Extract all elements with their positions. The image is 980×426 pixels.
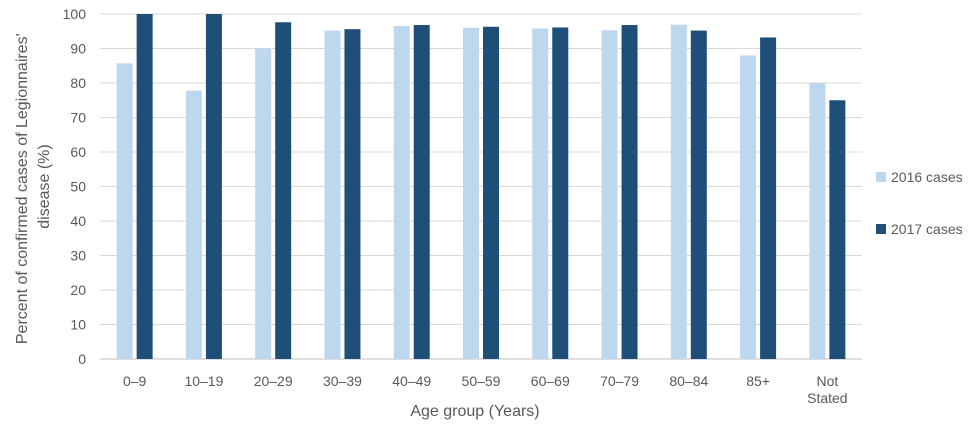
bar — [136, 14, 153, 359]
bar — [670, 24, 687, 359]
bar — [116, 63, 133, 360]
x-tick-label: 60–69 — [531, 373, 570, 389]
y-axis-ticks: 0 10 20 30 40 50 60 70 80 90 100 — [63, 6, 87, 367]
bar — [324, 30, 341, 360]
x-tick-label-line: 70–79 — [600, 373, 639, 389]
bar — [690, 30, 707, 360]
y-tick-label: 10 — [70, 317, 86, 333]
bar — [205, 14, 222, 359]
x-tick-label-line: 85+ — [746, 373, 770, 389]
x-tick-label: Not Stated — [807, 373, 847, 406]
x-tick-label: 0–9 — [123, 373, 147, 389]
y-tick-label: 70 — [70, 110, 86, 126]
bar — [809, 83, 826, 359]
x-tick-label-line: 80–84 — [669, 373, 708, 389]
x-tick-label-line: Stated — [807, 390, 847, 406]
x-tick-label: 30–39 — [323, 373, 362, 389]
bar — [275, 22, 292, 360]
bar — [621, 25, 638, 359]
x-tick-label: 80–84 — [669, 373, 708, 389]
bar — [413, 25, 430, 359]
bar — [393, 26, 410, 359]
x-axis-ticks: 0–9 10–19 20–29 30–39 40–49 50–59 60–69 70–79 80… — [123, 373, 848, 406]
y-tick-label: 60 — [70, 144, 86, 160]
bar — [601, 30, 618, 360]
x-tick-label: 50–59 — [462, 373, 501, 389]
x-tick-label: 20–29 — [254, 373, 293, 389]
y-tick-label: 0 — [78, 351, 86, 367]
bar — [532, 28, 549, 360]
bar — [185, 90, 202, 359]
y-tick-label: 40 — [70, 213, 86, 229]
gridlines — [100, 13, 862, 360]
bar — [552, 27, 569, 360]
y-tick-label: 80 — [70, 75, 86, 91]
x-axis-title: Age group (Years) — [410, 403, 539, 420]
legend-swatch — [876, 172, 886, 182]
legend-label: 2016 cases — [891, 169, 963, 185]
x-tick-label-line: Not — [816, 373, 838, 389]
legend-swatch — [876, 224, 886, 234]
bar — [483, 26, 499, 359]
bar — [740, 55, 757, 360]
bar — [463, 27, 479, 360]
bar — [829, 100, 846, 359]
y-tick-label: 20 — [70, 282, 86, 298]
x-tick-label-line: 10–19 — [184, 373, 223, 389]
bar — [344, 29, 361, 360]
y-axis-title-line-2: disease (%) — [36, 144, 53, 228]
x-tick-label: 10–19 — [184, 373, 223, 389]
legend-label: 2017 cases — [891, 221, 963, 237]
bar — [760, 37, 777, 360]
y-axis-title-line-1: Percent of confirmed cases of Legionnair… — [14, 33, 31, 344]
y-tick-label: 100 — [63, 6, 87, 22]
x-tick-label-line: 0–9 — [123, 373, 147, 389]
bar — [255, 48, 272, 359]
y-axis-title: Percent of confirmed cases of Legionnair… — [14, 29, 53, 344]
legend: 2016 cases 2017 cases — [876, 169, 963, 237]
bars — [116, 14, 846, 360]
x-tick-label: 85+ — [746, 373, 770, 389]
x-tick-label-line: 60–69 — [531, 373, 570, 389]
y-tick-label: 90 — [70, 41, 86, 57]
y-tick-label: 30 — [70, 248, 86, 264]
x-tick-label-line: 50–59 — [462, 373, 501, 389]
x-tick-label-line: 30–39 — [323, 373, 362, 389]
x-tick-label-line: 40–49 — [392, 373, 431, 389]
x-tick-label: 70–79 — [600, 373, 639, 389]
x-tick-label: 40–49 — [392, 373, 431, 389]
x-tick-label-line: 20–29 — [254, 373, 293, 389]
y-tick-label: 50 — [70, 179, 86, 195]
